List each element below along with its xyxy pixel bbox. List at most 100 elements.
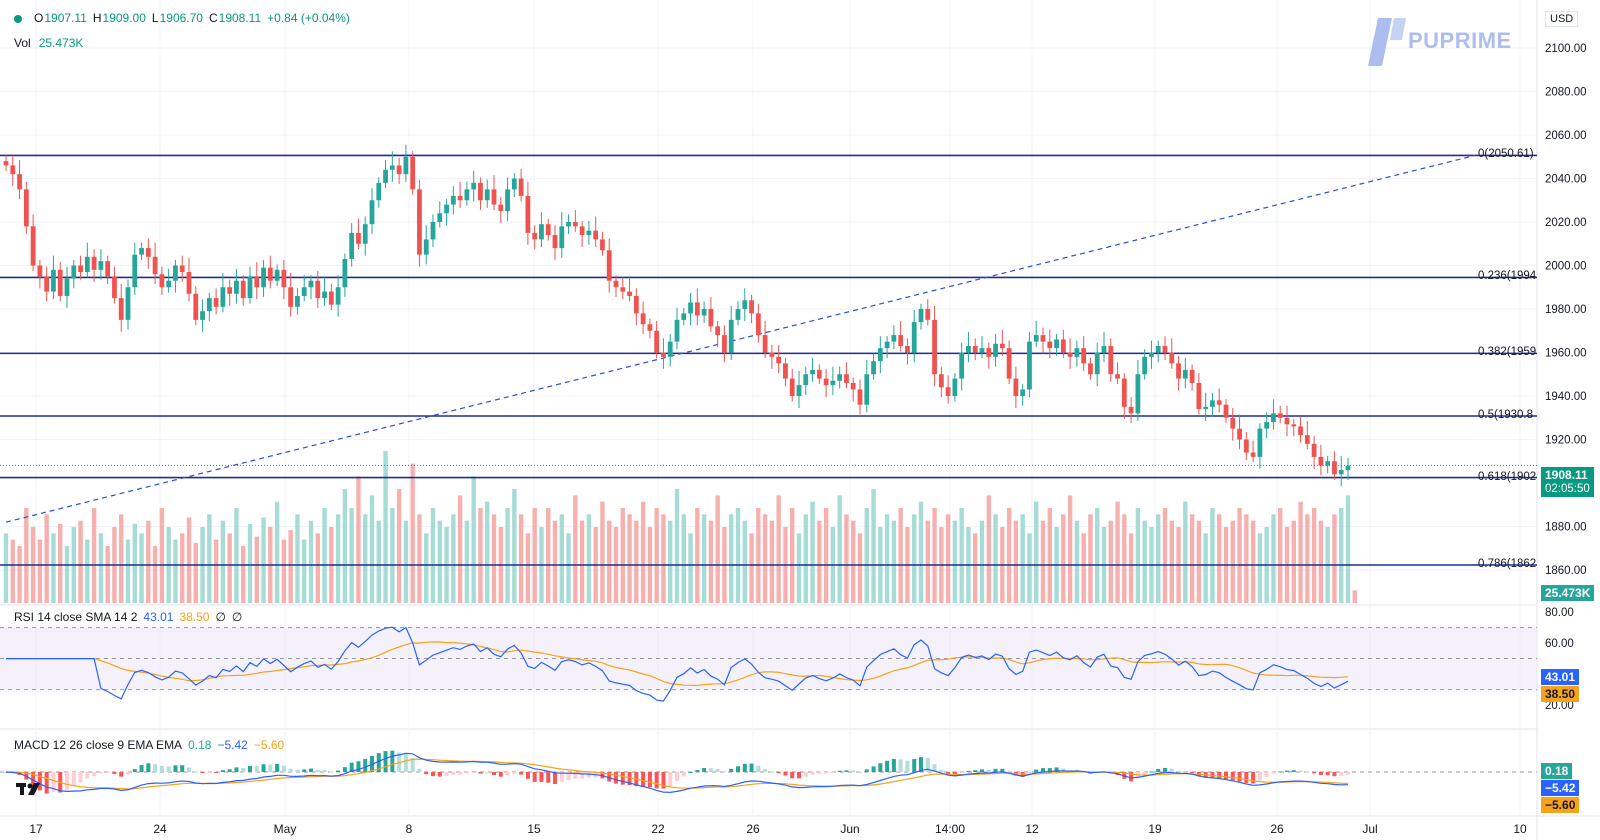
macd-legend: MACD 12 26 close 9 EMA EMA 0.18 −5.42 −5.60 xyxy=(14,738,284,752)
candle-body xyxy=(600,239,605,251)
candle-body xyxy=(464,189,470,201)
volume-bar xyxy=(837,495,842,603)
macd-histogram-bar xyxy=(1000,768,1005,772)
last-price-badge: 1908.11 02:05:50 xyxy=(1541,467,1594,497)
candle-body xyxy=(667,341,673,357)
macd-histogram-bar xyxy=(905,760,910,772)
trend-line[interactable] xyxy=(5,154,1476,523)
volume-bar xyxy=(295,514,300,603)
macd-histogram-bar xyxy=(986,769,991,772)
candle-body xyxy=(105,261,111,277)
macd-histogram-bar xyxy=(281,765,286,772)
volume-bar xyxy=(342,489,348,603)
candle-body xyxy=(905,345,910,353)
volume-bar xyxy=(932,508,937,603)
candle-body xyxy=(23,189,29,227)
macd-histogram-bar xyxy=(566,772,571,781)
candle-body xyxy=(959,352,965,379)
volume-bar xyxy=(1183,501,1188,603)
time-tick-label: 24 xyxy=(153,822,167,836)
price-axis[interactable]: 2100.00 2080.00 2060.00 2040.00 2020.00 2000.… xyxy=(1545,43,1587,712)
volume-bar xyxy=(1169,520,1174,603)
volume-bar xyxy=(823,508,829,603)
rsi-tick-label: 60.00 xyxy=(1545,638,1574,650)
macd-histogram-bar xyxy=(946,772,951,775)
volume-bar xyxy=(993,514,998,603)
change-value: +0.84 (+0.04%) xyxy=(267,11,350,25)
volume-bar xyxy=(58,523,63,603)
volume-bar xyxy=(281,539,287,603)
volume-bar xyxy=(817,520,822,603)
low-value: 1906.70 xyxy=(159,11,203,25)
volume-bar xyxy=(193,542,198,603)
macd-histogram-bar xyxy=(390,750,395,772)
volume-bar xyxy=(708,520,714,603)
volume-bar xyxy=(478,508,483,603)
volume-bar xyxy=(851,520,856,603)
macd-histogram-bar xyxy=(187,767,191,772)
macd-histogram-bar xyxy=(1149,771,1154,773)
volume-bar xyxy=(1196,520,1202,603)
volume-bar xyxy=(1203,533,1208,603)
candle-body xyxy=(640,313,646,325)
candle-body xyxy=(918,309,924,323)
volume-bar xyxy=(220,520,226,603)
candle-body xyxy=(552,235,558,249)
candle-body xyxy=(1142,356,1148,375)
candle-body xyxy=(1033,335,1039,342)
volume-bar xyxy=(912,514,917,603)
volume-bar xyxy=(715,495,720,603)
candle-body xyxy=(57,269,63,296)
candle-body xyxy=(1101,345,1107,353)
time-tick-label: 12 xyxy=(1025,822,1039,836)
macd-histogram-bar xyxy=(675,772,679,782)
volume-bar xyxy=(64,546,70,603)
candle-body xyxy=(545,224,551,236)
volume-bar xyxy=(1061,514,1066,603)
volume-bar xyxy=(518,514,524,603)
candle-body xyxy=(30,226,36,266)
volume-bar xyxy=(91,508,97,603)
macd-histogram-bar xyxy=(241,767,246,772)
volume-bar xyxy=(261,517,266,603)
price-tick-label: 1860.00 xyxy=(1545,565,1587,577)
volume-bar xyxy=(369,495,375,603)
volume-bar xyxy=(1135,508,1141,603)
macd-line-value: −5.42 xyxy=(217,738,248,752)
fib-level-label: 0(2050.61) xyxy=(1478,148,1534,161)
candles xyxy=(0,144,1537,487)
candle-body xyxy=(315,280,321,299)
candle-body xyxy=(525,195,531,233)
fib-retracement[interactable] xyxy=(0,154,1537,566)
candle-body xyxy=(728,319,734,353)
time-axis[interactable]: 17 24 May 8 15 22 26 Jun 14:00 12 19 26 Jul 10 xyxy=(29,822,1527,836)
candle-body xyxy=(620,287,626,292)
currency-label[interactable]: USD xyxy=(1545,11,1579,27)
macd-histogram-bar xyxy=(932,764,937,772)
volume-bar xyxy=(986,495,991,603)
candle-body xyxy=(498,204,504,212)
volume-bar xyxy=(464,520,470,603)
candle-body xyxy=(993,343,998,357)
macd-histogram-bar xyxy=(492,772,496,776)
candle-body xyxy=(247,276,253,299)
volume-bar xyxy=(383,451,388,603)
candle-body xyxy=(1189,369,1195,383)
candle-body xyxy=(457,195,463,201)
volume-bar xyxy=(898,508,903,603)
macd-histogram-bar xyxy=(790,772,795,779)
macd-histogram-bar xyxy=(830,772,835,773)
volume-bar xyxy=(51,533,56,603)
macd-histogram-bar xyxy=(824,772,829,774)
candle-body xyxy=(586,230,592,236)
candle-body xyxy=(1277,413,1283,418)
candle-body xyxy=(186,272,192,294)
price-tick-label: 1940.00 xyxy=(1545,391,1587,403)
candle-body xyxy=(803,374,809,386)
candle-body xyxy=(898,335,904,346)
candle-body xyxy=(1284,417,1290,425)
volume-bar xyxy=(424,533,429,603)
trend-line-dashed xyxy=(5,154,1476,523)
volume-bar xyxy=(945,514,951,603)
